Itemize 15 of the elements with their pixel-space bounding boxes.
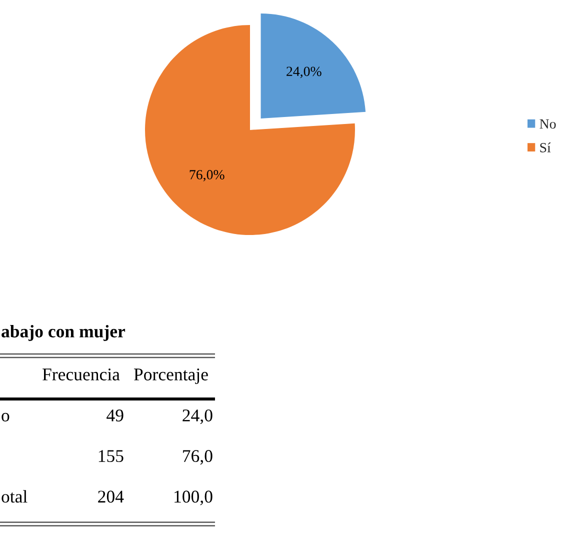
legend-label: Sí	[540, 142, 551, 152]
category-label: Frecuencia	[42, 368, 120, 380]
text: abajo con mujer	[2, 324, 126, 342]
data-label: 76,0%	[190, 170, 224, 182]
text: 155	[98, 450, 124, 462]
text: 204	[98, 490, 124, 503]
text: 100,0	[174, 490, 212, 506]
data-label: 24,0%	[286, 66, 322, 78]
text: 49	[106, 410, 124, 422]
category-label: Porcentaje	[134, 368, 208, 384]
category-label: o	[2, 412, 10, 422]
text: 76,0	[183, 450, 212, 465]
category-label: otal	[2, 490, 28, 503]
legend-label: No	[540, 119, 556, 129]
text: 24,0	[182, 409, 212, 424]
